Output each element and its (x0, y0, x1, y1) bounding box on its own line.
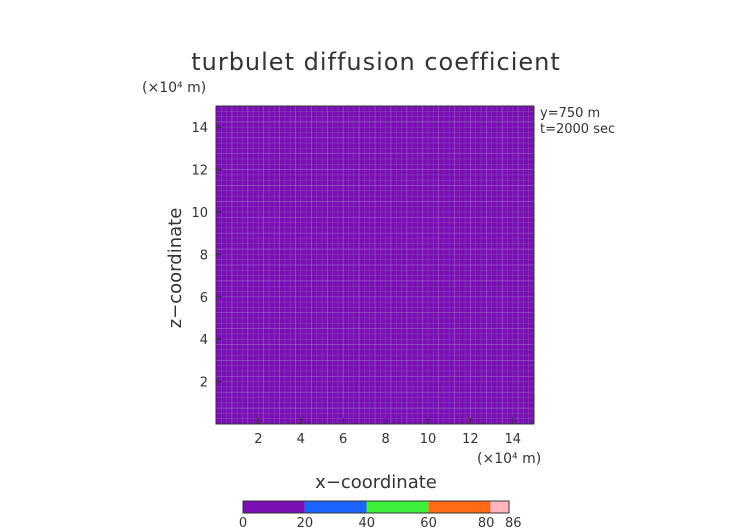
plot-grid (216, 106, 534, 424)
y-tick-label: 6 (200, 291, 208, 306)
colorbar (242, 500, 510, 514)
y-unit-label: (×10⁴ m) (142, 80, 206, 96)
colorbar-frame (242, 500, 510, 514)
colorbar-segment (366, 501, 429, 513)
colorbar-tick-label: 80 (478, 516, 495, 531)
annotation-y-level: y=750 m (540, 106, 600, 121)
colorbar-segment (243, 501, 305, 513)
colorbar-ticks: 0 20 40 60 80 86 (239, 516, 522, 531)
colorbar-tick-label: 20 (297, 516, 314, 531)
y-tick-label: 14 (191, 121, 208, 136)
colorbar-tick-label: 40 (358, 516, 375, 531)
x-axis-label: x−coordinate (315, 472, 437, 493)
y-tick-label: 2 (200, 376, 208, 391)
chart-title: turbulet diffusion coefficient (191, 48, 561, 76)
y-tick-label: 10 (191, 206, 208, 221)
x-unit-label: (×10⁴ m) (477, 451, 541, 467)
colorbar-segment (490, 501, 509, 513)
x-tick-label: 10 (420, 432, 437, 447)
y-tick-label: 8 (200, 248, 208, 263)
y-tick-label: 4 (200, 333, 208, 348)
plot-frame (215, 105, 535, 425)
colorbar-tick-label: 0 (239, 516, 247, 531)
x-axis-ticks: 2 4 6 8 10 12 14 (254, 418, 521, 447)
colorbar-tick-label: 86 (505, 516, 522, 531)
x-tick-label: 8 (381, 432, 389, 447)
x-tick-label: 6 (339, 432, 347, 447)
colorbar-segment (304, 501, 367, 513)
x-tick-label: 4 (297, 432, 305, 447)
colorbar-tick-label: 60 (420, 516, 437, 531)
y-tick-label: 12 (191, 164, 208, 179)
x-tick-label: 2 (254, 432, 262, 447)
colorbar-segment (428, 501, 491, 513)
annotation-time: t=2000 sec (540, 122, 615, 137)
y-axis-ticks: 2 4 6 8 10 12 14 (191, 121, 222, 391)
y-axis-label: z−coordinate (165, 208, 186, 329)
x-tick-label: 12 (462, 432, 479, 447)
x-tick-label: 14 (505, 432, 522, 447)
